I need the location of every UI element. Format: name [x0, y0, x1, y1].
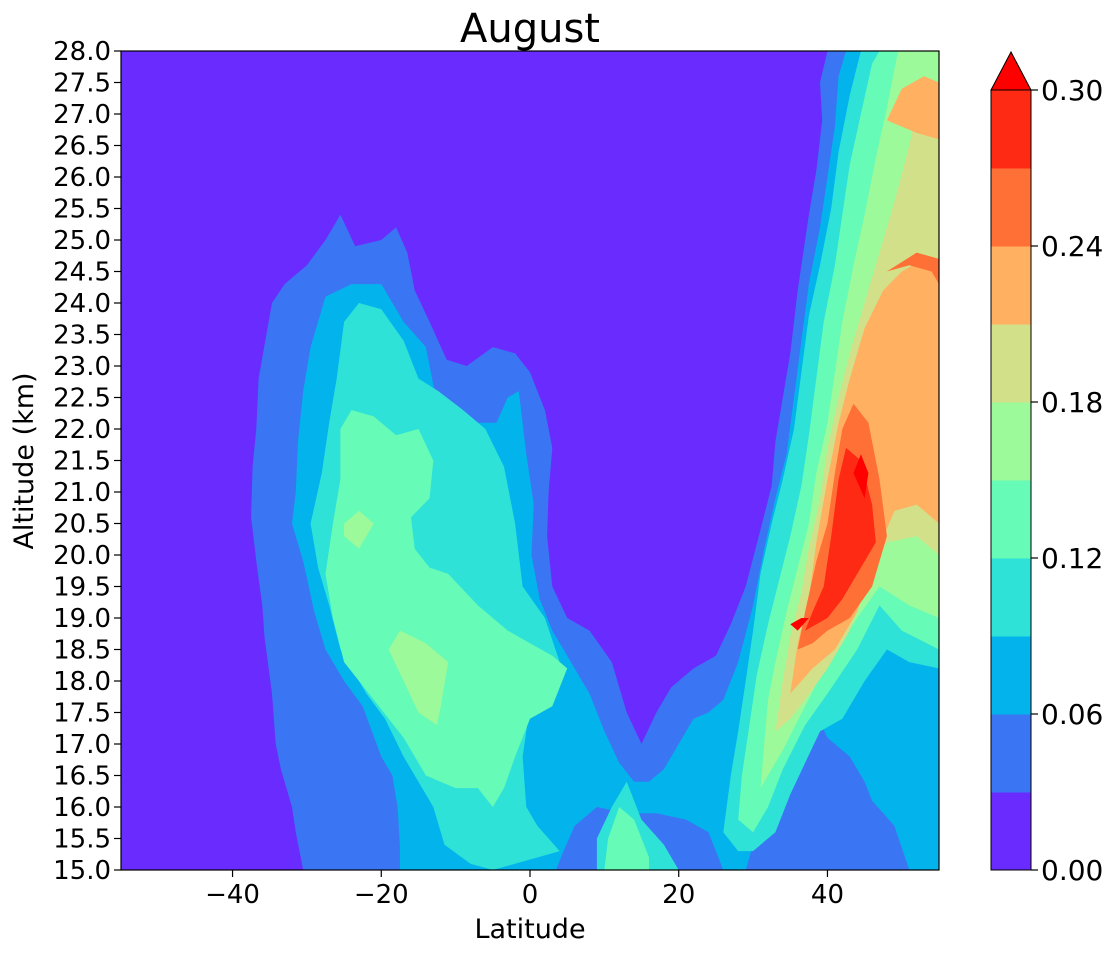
y-tick-label: 19.5 — [53, 573, 111, 603]
contour-region-17 — [790, 618, 809, 631]
x-tick-label: 0 — [522, 880, 539, 910]
y-tick-label: 18.0 — [53, 667, 111, 697]
contour-region-9 — [344, 510, 374, 549]
colorbar-segment — [991, 168, 1031, 247]
colorbar: 0.00 0.06 0.12 0.18 0.24 0.30 — [990, 50, 1103, 887]
y-tick-label: 23.0 — [53, 352, 111, 382]
colorbar-tick-label: 0.24 — [1041, 230, 1103, 263]
colorbar-segment — [991, 714, 1031, 793]
y-tick-label: 25.0 — [53, 226, 111, 256]
x-tick-label: −40 — [205, 880, 260, 910]
y-tick-label: 21.0 — [53, 478, 111, 508]
contour-region-13 — [886, 76, 939, 140]
colorbar-tick-label: 0.00 — [1041, 854, 1103, 887]
y-tick-label: 17.0 — [53, 730, 111, 760]
y-tick-label: 16.0 — [53, 793, 111, 823]
x-tick-label: 20 — [662, 880, 695, 910]
colorbar-tick-label: 0.30 — [1041, 74, 1103, 107]
colorbar-segment — [991, 90, 1031, 169]
colorbar-segment — [991, 402, 1031, 481]
y-tick-label: 26.5 — [53, 132, 111, 162]
colorbar-segment — [991, 324, 1031, 403]
plot-area — [121, 51, 939, 870]
colorbar-tick-label: 0.12 — [1041, 542, 1103, 575]
y-tick-label: 24.5 — [53, 258, 111, 288]
y-tick-label: 23.5 — [53, 321, 111, 351]
colorbar-frame — [990, 89, 1032, 871]
y-tick-label: 20.0 — [53, 541, 111, 571]
y-tick-label: 25.5 — [53, 195, 111, 225]
y-tick-label: 16.5 — [53, 762, 111, 792]
x-axis: −40 −20 0 20 40 — [205, 870, 844, 910]
y-tick-label: 15.5 — [53, 825, 111, 855]
contour-region-16 — [805, 447, 876, 631]
y-tick-label: 22.5 — [53, 384, 111, 414]
contour-region-15 — [886, 252, 939, 285]
y-axis-label: Altitude (km) — [9, 372, 40, 549]
contour-region-8 — [388, 630, 449, 726]
y-tick-label: 17.5 — [53, 699, 111, 729]
x-axis-label: Latitude — [474, 914, 585, 945]
colorbar-segment — [991, 636, 1031, 715]
colorbar-tick-label: 0.06 — [1041, 698, 1103, 731]
contour-region-5 — [325, 410, 568, 807]
contour-region-6 — [604, 807, 649, 870]
y-tick-label: 27.0 — [53, 100, 111, 130]
y-tick-label: 15.0 — [53, 856, 111, 886]
y-tick-label: 22.0 — [53, 415, 111, 445]
colorbar-segment — [991, 792, 1031, 871]
y-tick-label: 18.5 — [53, 636, 111, 666]
colorbar-segment — [991, 558, 1031, 637]
colorbar-segment — [991, 246, 1031, 325]
colorbar-tick-label: 0.18 — [1041, 386, 1103, 419]
chart-title: August — [460, 6, 600, 52]
contour-region-18 — [853, 454, 869, 499]
y-axis: 15.015.516.016.517.017.518.018.519.019.5… — [53, 37, 121, 886]
y-tick-label: 19.0 — [53, 604, 111, 634]
y-tick-label: 20.5 — [53, 510, 111, 540]
y-tick-label: 24.0 — [53, 289, 111, 319]
x-tick-label: −20 — [354, 880, 409, 910]
y-tick-label: 28.0 — [53, 37, 111, 67]
y-tick-label: 27.5 — [53, 69, 111, 99]
y-tick-label: 26.0 — [53, 163, 111, 193]
x-tick-label: 40 — [811, 880, 844, 910]
y-tick-label: 21.5 — [53, 447, 111, 477]
colorbar-extend-arrow — [990, 50, 1032, 91]
colorbar-segment — [991, 480, 1031, 559]
